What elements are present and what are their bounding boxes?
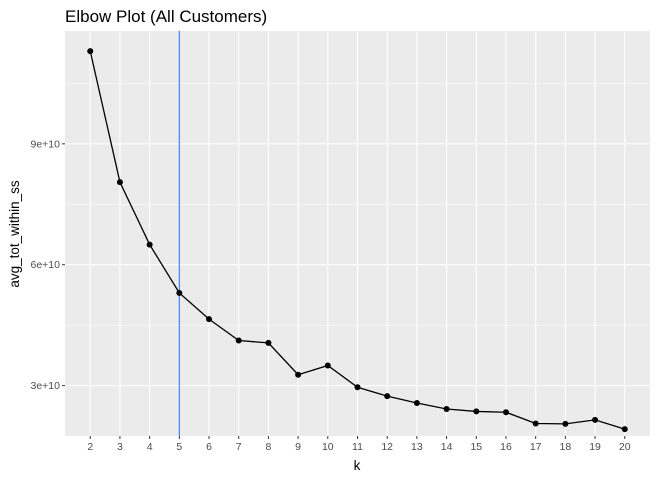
data-point bbox=[265, 339, 272, 346]
y-axis-title: avg_tot_within_ss bbox=[7, 180, 22, 288]
x-tick-label: 7 bbox=[236, 441, 242, 453]
x-tick-label: 6 bbox=[206, 441, 212, 453]
data-point bbox=[502, 409, 509, 416]
data-points bbox=[87, 48, 628, 433]
data-point bbox=[592, 416, 599, 423]
y-axis-ticks: 3e+10 6e+10 9e+10 bbox=[31, 138, 65, 392]
data-point bbox=[621, 426, 628, 433]
y-tick-label: 3e+10 bbox=[31, 380, 61, 392]
x-tick-label: 2 bbox=[87, 441, 93, 453]
data-point bbox=[206, 316, 213, 323]
data-point bbox=[473, 408, 480, 415]
data-point bbox=[384, 393, 391, 400]
x-tick-label: 14 bbox=[441, 441, 453, 453]
x-tick-label: 11 bbox=[352, 441, 363, 453]
x-tick-label: 9 bbox=[295, 441, 301, 453]
x-tick-label: 18 bbox=[560, 441, 572, 453]
x-tick-label: 4 bbox=[147, 441, 153, 453]
x-tick-label: 10 bbox=[322, 441, 334, 453]
x-tick-label: 19 bbox=[589, 441, 601, 453]
data-point bbox=[295, 371, 302, 378]
x-tick-label: 3 bbox=[117, 441, 123, 453]
y-tick-label: 6e+10 bbox=[31, 259, 61, 271]
x-tick-label: 8 bbox=[265, 441, 271, 453]
data-point bbox=[562, 420, 569, 427]
x-tick-label: 5 bbox=[176, 441, 182, 453]
x-tick-label: 13 bbox=[411, 441, 423, 453]
data-point bbox=[235, 337, 242, 344]
data-point bbox=[413, 399, 420, 406]
data-point bbox=[443, 406, 450, 412]
x-tick-label: 16 bbox=[500, 441, 512, 453]
data-point bbox=[532, 420, 539, 427]
x-tick-label: 15 bbox=[470, 441, 482, 453]
data-point bbox=[354, 384, 361, 391]
data-point bbox=[87, 48, 94, 55]
data-point bbox=[146, 241, 153, 248]
data-point bbox=[324, 362, 331, 369]
x-axis-ticks: 2 3 4 5 6 7 8 9 10 11 12 13 14 15 16 17 18 19 20 bbox=[87, 436, 631, 453]
x-tick-label: 17 bbox=[530, 441, 542, 453]
data-point bbox=[116, 179, 123, 186]
chart-title: Elbow Plot (All Customers) bbox=[65, 7, 267, 26]
x-tick-label: 20 bbox=[619, 441, 631, 453]
x-tick-label: 12 bbox=[381, 441, 393, 453]
y-tick-label: 9e+10 bbox=[31, 138, 61, 150]
x-axis-title: k bbox=[354, 458, 361, 473]
data-point bbox=[176, 289, 183, 296]
